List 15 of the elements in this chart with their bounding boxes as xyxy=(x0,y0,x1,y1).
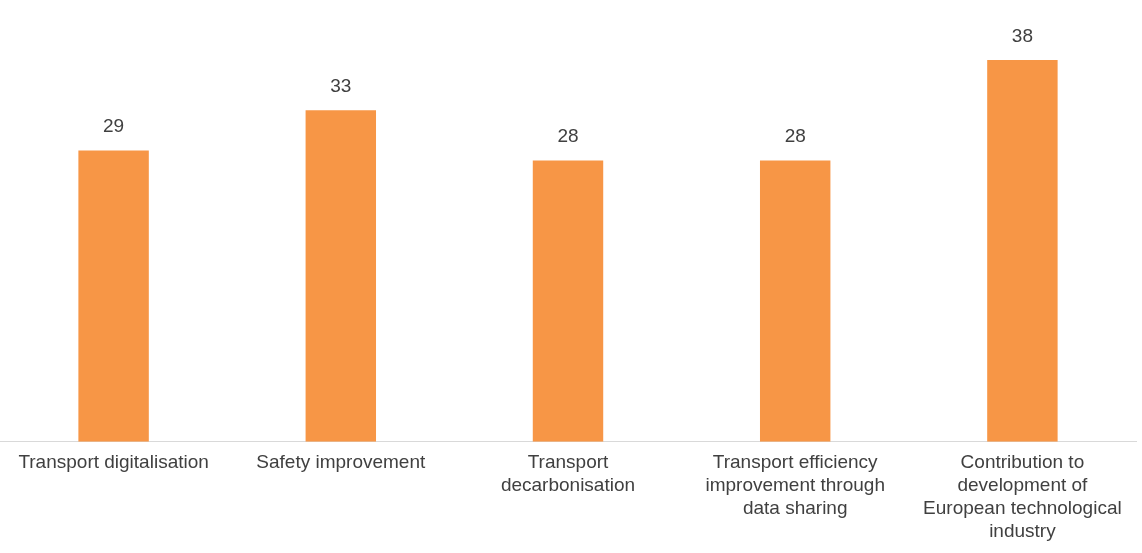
x-tick-label: Transport digitalisation xyxy=(18,451,209,473)
x-tick-label: Contribution to development of European technological industry xyxy=(923,451,1122,541)
bar xyxy=(78,150,149,442)
bar xyxy=(987,60,1058,442)
x-tick-label: Safety improvement xyxy=(256,451,426,473)
data-label: 38 xyxy=(1011,24,1033,46)
bar xyxy=(759,160,831,442)
x-tick-label: Transport efficiency improvement through data sharing xyxy=(705,451,885,519)
data-label: 28 xyxy=(557,125,579,147)
data-label: 29 xyxy=(103,115,125,137)
bar xyxy=(532,160,604,442)
bar xyxy=(305,110,377,442)
data-label: 28 xyxy=(784,125,806,147)
x-tick-label: Transport decarbonisation xyxy=(500,451,636,496)
data-label: 33 xyxy=(330,75,352,97)
